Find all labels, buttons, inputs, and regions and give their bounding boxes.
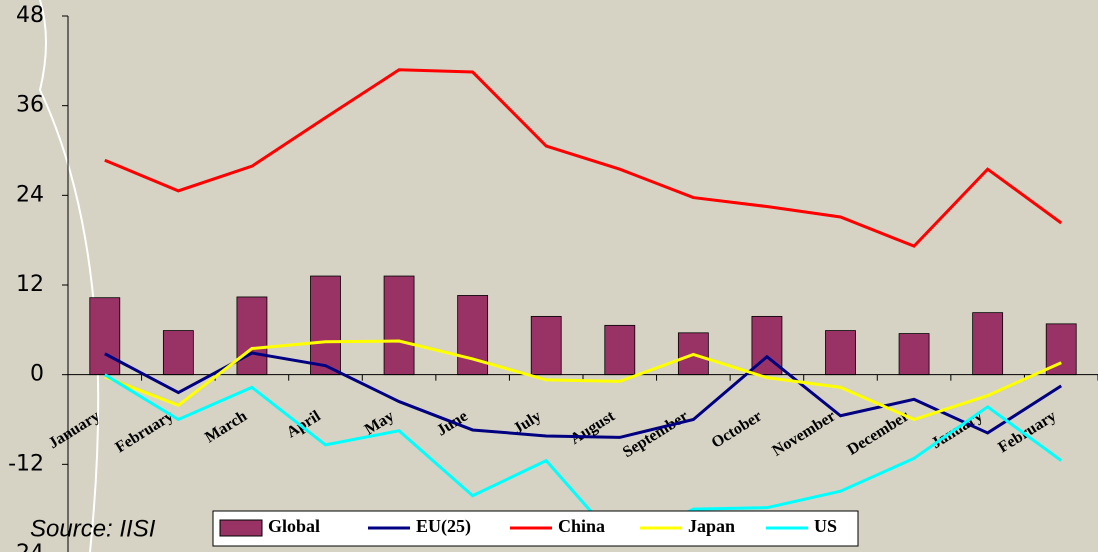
bar: [236, 296, 268, 376]
decoration: [38, 0, 100, 552]
bar: [898, 333, 930, 376]
legend-label: China: [558, 516, 605, 536]
y-tick-label: -24: [8, 541, 44, 552]
y-tick-label: 48: [16, 3, 44, 28]
legend-label: Japan: [688, 516, 735, 536]
legend-swatch: [219, 519, 263, 537]
source: Source: IISI: [30, 515, 156, 542]
bar: [162, 330, 194, 376]
line: [104, 351, 1063, 439]
bar: [383, 275, 415, 376]
y-tick-label: 0: [30, 362, 44, 387]
bar: [530, 315, 562, 376]
y-tick-label: 24: [16, 182, 44, 207]
y-tick-label: 12: [16, 272, 44, 297]
line: [104, 68, 1063, 248]
legend-label: Global: [268, 516, 320, 536]
bar: [89, 297, 121, 376]
y-tick-label: 36: [16, 93, 44, 118]
bar: [972, 312, 1004, 376]
y-tick-label: -12: [8, 451, 44, 476]
bar: [310, 275, 341, 376]
legend-label: US: [814, 516, 837, 536]
line: [104, 373, 1063, 547]
legend-label: EU(25): [416, 516, 471, 537]
bar: [825, 330, 856, 376]
line: [104, 339, 1062, 422]
bar: [604, 324, 636, 376]
